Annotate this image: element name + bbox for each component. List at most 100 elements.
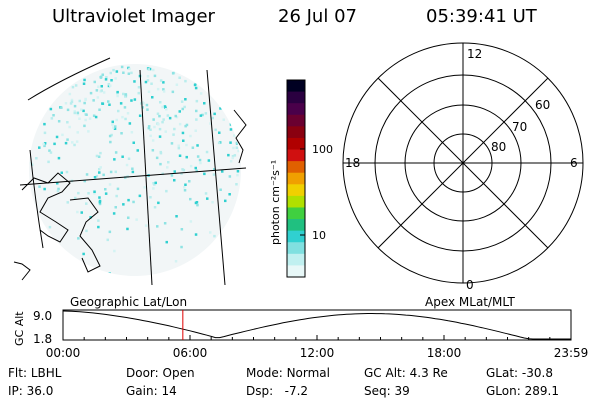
emission-pixel bbox=[214, 128, 217, 132]
emission-pixel bbox=[194, 166, 197, 170]
colorbar-segment bbox=[287, 253, 305, 267]
emission-pixel bbox=[183, 105, 186, 109]
emission-pixel bbox=[211, 116, 214, 120]
emission-pixel bbox=[122, 203, 125, 206]
emission-pixel bbox=[73, 104, 77, 108]
emission-pixel bbox=[110, 79, 113, 82]
emission-pixel bbox=[237, 149, 240, 153]
emission-pixel bbox=[146, 75, 150, 78]
emission-pixel bbox=[209, 122, 212, 125]
colorbar-segment bbox=[287, 172, 305, 185]
emission-pixel bbox=[189, 134, 192, 138]
emission-pixel bbox=[207, 159, 211, 162]
emission-pixel bbox=[152, 68, 155, 72]
emission-pixel bbox=[131, 170, 135, 174]
emission-pixel bbox=[203, 172, 206, 176]
emission-pixel bbox=[109, 71, 112, 75]
emission-pixel bbox=[111, 123, 114, 126]
emission-pixel bbox=[87, 192, 90, 195]
emission-pixel bbox=[130, 99, 133, 102]
emission-pixel bbox=[102, 173, 105, 177]
emission-pixel bbox=[127, 198, 130, 202]
emission-pixel bbox=[127, 72, 131, 75]
emission-pixel bbox=[98, 171, 101, 174]
emission-pixel bbox=[173, 170, 176, 173]
emission-pixel bbox=[152, 118, 155, 121]
emission-pixel bbox=[195, 201, 199, 204]
emission-pixel bbox=[156, 225, 159, 228]
colorbar-segment bbox=[287, 195, 305, 209]
emission-pixel bbox=[92, 114, 96, 117]
emission-pixel bbox=[108, 134, 112, 138]
emission-pixel bbox=[149, 196, 152, 199]
emission-pixel bbox=[114, 77, 117, 80]
emission-pixel bbox=[84, 118, 87, 122]
instrument-title: Ultraviolet Imager bbox=[52, 6, 215, 27]
emission-pixel bbox=[97, 85, 100, 88]
coastline bbox=[233, 109, 247, 164]
emission-pixel bbox=[147, 125, 151, 128]
emission-pixel bbox=[104, 78, 108, 81]
emission-pixel bbox=[132, 200, 135, 204]
emission-pixel bbox=[66, 138, 69, 141]
emission-pixel bbox=[43, 144, 46, 148]
emission-pixel bbox=[77, 191, 80, 195]
emission-pixel bbox=[93, 192, 96, 195]
emission-pixel bbox=[219, 188, 222, 191]
emission-pixel bbox=[101, 73, 104, 76]
emission-pixel bbox=[110, 133, 113, 137]
emission-pixel bbox=[174, 114, 177, 118]
emission-pixel bbox=[57, 156, 61, 160]
emission-pixel bbox=[138, 114, 142, 117]
emission-pixel bbox=[114, 125, 117, 128]
emission-pixel bbox=[161, 105, 164, 109]
emission-pixel bbox=[159, 162, 162, 166]
emission-pixel bbox=[185, 123, 189, 127]
emission-pixel bbox=[95, 89, 99, 92]
emission-pixel bbox=[151, 96, 154, 99]
emission-pixel bbox=[191, 146, 195, 149]
emission-pixel bbox=[112, 68, 115, 72]
colorbar-segment bbox=[287, 137, 305, 151]
emission-pixel bbox=[203, 102, 206, 105]
emission-pixel bbox=[42, 142, 45, 146]
emission-pixel bbox=[125, 163, 129, 167]
emission-pixel bbox=[136, 149, 139, 152]
emission-pixel bbox=[87, 130, 90, 133]
coastline bbox=[21, 172, 71, 243]
emission-pixel bbox=[159, 151, 163, 155]
emission-pixel bbox=[114, 206, 117, 209]
emission-pixel bbox=[107, 83, 111, 86]
status-seq: Seq: 39 bbox=[364, 384, 410, 398]
emission-pixel bbox=[148, 67, 152, 71]
emission-pixel bbox=[157, 201, 160, 205]
emission-pixel bbox=[85, 113, 88, 116]
emission-pixel bbox=[74, 84, 78, 87]
colorbar-segment bbox=[287, 103, 305, 116]
emission-pixel bbox=[188, 180, 191, 183]
emission-pixel bbox=[101, 102, 104, 105]
emission-pixel bbox=[164, 106, 167, 109]
emission-pixel bbox=[108, 183, 112, 186]
colorbar-segment bbox=[287, 242, 305, 255]
emission-pixel bbox=[100, 85, 103, 88]
emission-pixel bbox=[149, 128, 152, 131]
emission-pixel bbox=[184, 124, 187, 128]
emission-pixel bbox=[236, 173, 239, 177]
emission-pixel bbox=[109, 140, 112, 144]
grid-line bbox=[27, 57, 111, 101]
emission-pixel bbox=[229, 141, 232, 144]
status-filter: Flt: LBHL bbox=[8, 366, 62, 380]
colorbar-gradient bbox=[287, 80, 305, 278]
polar-diagonal bbox=[377, 77, 549, 249]
lat-label-60: 60 bbox=[535, 98, 550, 112]
emission-pixel bbox=[149, 134, 152, 138]
emission-pixel bbox=[174, 260, 178, 263]
emission-pixel bbox=[104, 188, 107, 191]
emission-pixel bbox=[113, 127, 117, 130]
grid-line bbox=[206, 69, 226, 286]
emission-pixel bbox=[70, 100, 74, 104]
emission-pixel bbox=[60, 171, 63, 174]
emission-pixel bbox=[185, 143, 188, 147]
